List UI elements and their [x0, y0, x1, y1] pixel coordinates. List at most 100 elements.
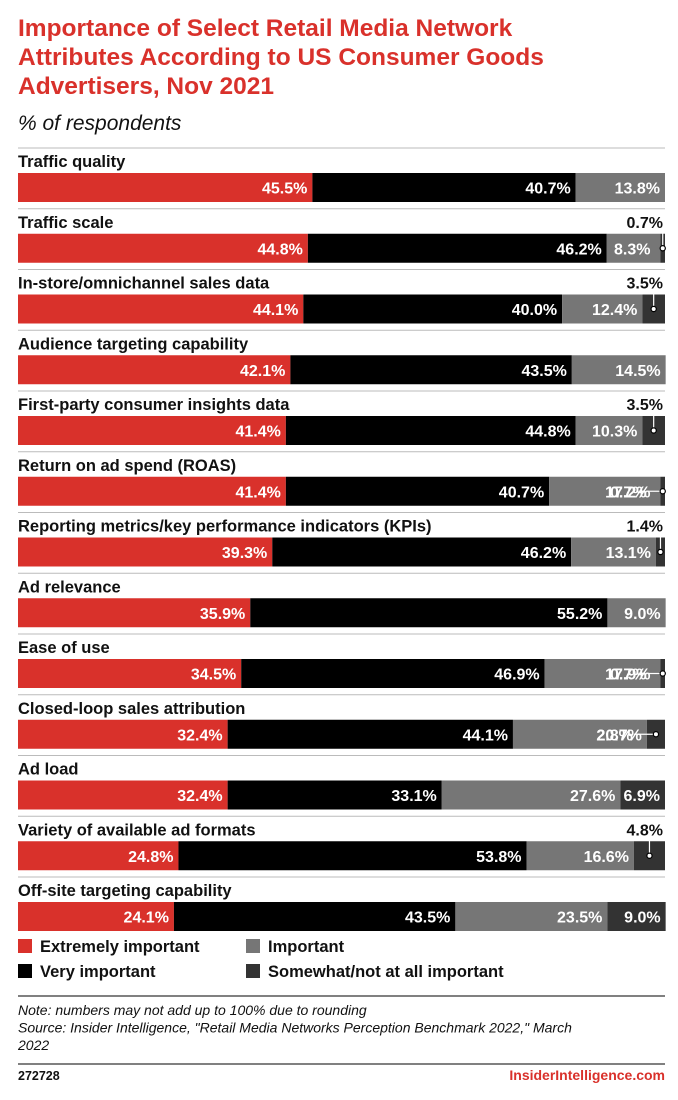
- data-label: 40.7%: [499, 484, 544, 501]
- bar-segment: [307, 233, 607, 263]
- bar-segment: [526, 841, 634, 871]
- bar-segment: [18, 841, 179, 871]
- data-label: 53.8%: [476, 849, 521, 866]
- data-label: 32.4%: [177, 727, 222, 744]
- category-label: First-party consumer insights data: [18, 396, 290, 414]
- data-label: 46.2%: [521, 545, 566, 562]
- legend-label: Somewhat/not at all important: [268, 963, 504, 981]
- data-label: 3.5%: [627, 397, 663, 414]
- data-label: 43.5%: [521, 363, 566, 380]
- category-label: Traffic quality: [18, 153, 126, 171]
- legend-swatch: [18, 939, 32, 953]
- data-label: 44.8%: [525, 424, 570, 441]
- leader-dot: [650, 305, 657, 313]
- footnote-line: Source: Insider Intelligence, "Retail Me…: [18, 1020, 572, 1036]
- bar-segment: [18, 233, 308, 263]
- bar-segment: [571, 355, 666, 385]
- bar-segment: [606, 233, 661, 263]
- legend-swatch: [18, 964, 32, 978]
- bar-segment: [18, 902, 174, 931]
- bar-segment: [544, 659, 661, 688]
- data-label: 24.1%: [124, 910, 169, 927]
- bar-segment: [285, 416, 576, 445]
- bar-segment: [607, 598, 666, 628]
- data-label: 17.2%: [605, 484, 650, 501]
- data-label: 0.7%: [610, 667, 646, 684]
- data-label: 46.2%: [556, 241, 601, 258]
- category-label: Traffic scale: [18, 214, 113, 232]
- data-label: 43.5%: [405, 910, 450, 927]
- leader-dot: [646, 852, 653, 859]
- data-label: 41.4%: [235, 424, 280, 441]
- bar-segment: [18, 537, 273, 567]
- category-label: Audience targeting capability: [18, 335, 249, 353]
- chart-title-line: Attributes According to US Consumer Good…: [18, 44, 544, 71]
- data-label: 13.8%: [615, 181, 660, 198]
- data-label: 35.9%: [200, 606, 245, 623]
- bar-segment: [549, 476, 661, 506]
- data-label: 23.5%: [557, 910, 602, 927]
- bar-segment: [18, 294, 304, 324]
- category-label: Ad load: [18, 761, 79, 779]
- brand-link: InsiderIntelligence.com: [509, 1067, 665, 1083]
- bar-segment: [18, 659, 242, 688]
- bar-segment: [575, 416, 643, 445]
- chart-id: 272728: [18, 1069, 60, 1083]
- bar-segment: [441, 780, 621, 810]
- bar-segment: [285, 476, 550, 506]
- bar-segment: [18, 780, 228, 810]
- bar-segment: [250, 598, 608, 628]
- data-label: 55.2%: [557, 606, 602, 623]
- category-label: In-store/omnichannel sales data: [18, 275, 270, 293]
- leader-dot: [659, 245, 666, 252]
- chart-title-line: Importance of Select Retail Media Networ…: [18, 15, 513, 42]
- category-label: Reporting metrics/key performance indica…: [18, 518, 432, 536]
- data-label: 44.1%: [463, 727, 508, 744]
- bar-segment: [312, 173, 576, 202]
- data-label: 4.8%: [627, 822, 663, 839]
- data-label: 1.4%: [627, 519, 663, 536]
- bar-segment: [620, 780, 665, 810]
- data-label: 16.6%: [584, 849, 629, 866]
- data-label: 2.8%: [596, 727, 632, 744]
- bar-segment: [227, 719, 513, 749]
- data-label: 45.5%: [262, 181, 307, 198]
- bar-segment: [18, 476, 286, 506]
- bar-segment: [575, 173, 665, 202]
- bar-segment: [455, 902, 608, 931]
- category-label: Ad relevance: [18, 578, 121, 596]
- data-label: 3.5%: [627, 276, 663, 293]
- data-label: 39.3%: [222, 545, 267, 562]
- data-label: 8.3%: [614, 241, 650, 258]
- bar-segment: [18, 598, 251, 628]
- data-label: 14.5%: [615, 363, 660, 380]
- category-label: Return on ad spend (ROAS): [18, 457, 236, 475]
- category-label: Ease of use: [18, 639, 110, 657]
- bar-segment: [607, 902, 666, 931]
- bar-segment: [18, 416, 286, 445]
- leader-dot: [657, 548, 664, 556]
- leader-dot: [659, 670, 666, 677]
- chart-title-line: Advertisers, Nov 2021: [18, 73, 274, 100]
- data-label: 27.6%: [570, 788, 615, 805]
- bar-segment: [18, 355, 291, 385]
- bar-segment: [178, 841, 527, 871]
- data-label: 24.8%: [128, 849, 173, 866]
- data-label: 41.4%: [235, 484, 280, 501]
- legend-label: Very important: [40, 963, 156, 981]
- bar-segment: [512, 719, 647, 749]
- bar-segment: [227, 780, 442, 810]
- data-label: 9.0%: [624, 606, 660, 623]
- leader-dot: [652, 731, 660, 738]
- data-label: 20.7%: [597, 727, 642, 744]
- data-label: 40.7%: [525, 181, 570, 198]
- bar-segment: [18, 173, 313, 202]
- category-label: Variety of available ad formats: [18, 821, 256, 839]
- data-label: 32.4%: [177, 788, 222, 805]
- category-label: Closed-loop sales attribution: [18, 700, 245, 718]
- footnote-line: 2022: [17, 1037, 49, 1053]
- bar-segment: [303, 294, 563, 324]
- bar-segment: [571, 537, 656, 567]
